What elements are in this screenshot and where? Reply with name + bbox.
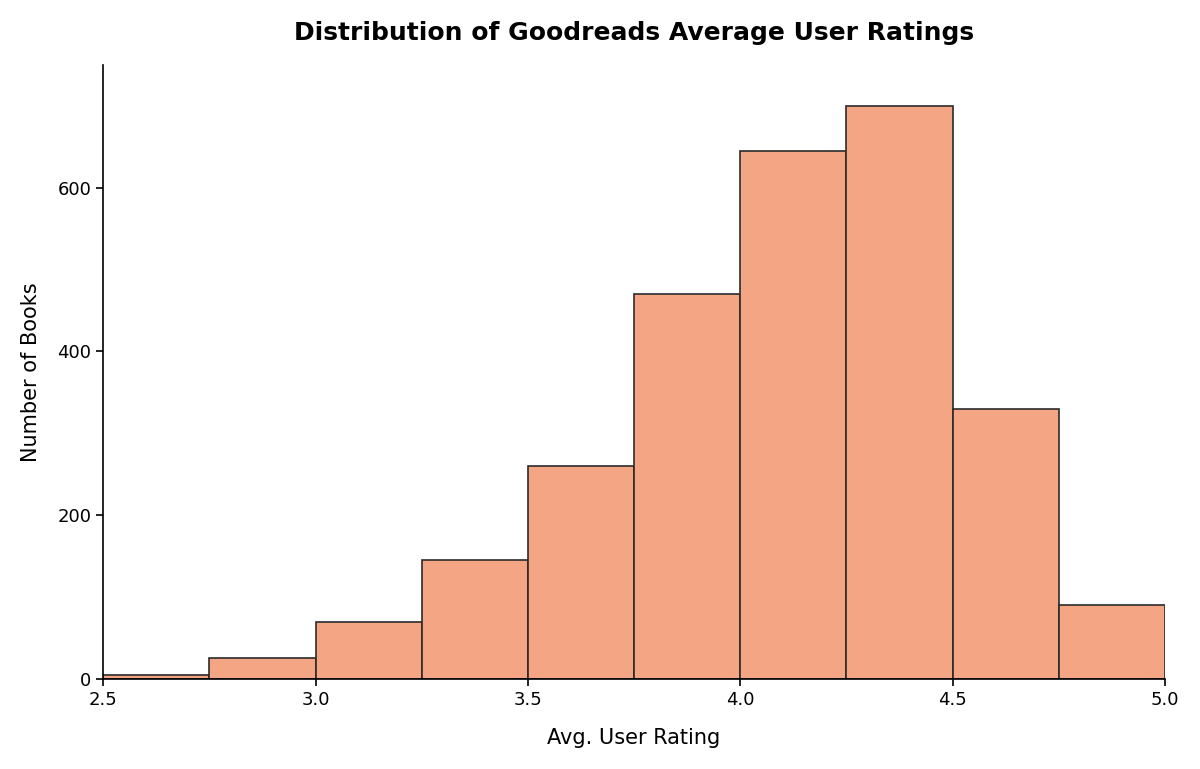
Bar bbox=[740, 151, 846, 679]
Bar bbox=[316, 621, 421, 679]
Bar bbox=[953, 408, 1058, 679]
X-axis label: Avg. User Rating: Avg. User Rating bbox=[547, 728, 721, 748]
Y-axis label: Number of Books: Number of Books bbox=[20, 282, 41, 461]
Bar bbox=[846, 106, 953, 679]
Bar bbox=[634, 294, 740, 679]
Bar bbox=[421, 560, 528, 679]
Bar bbox=[1058, 605, 1165, 679]
Bar bbox=[528, 466, 634, 679]
Bar bbox=[210, 658, 316, 679]
Bar bbox=[103, 675, 210, 679]
Title: Distribution of Goodreads Average User Ratings: Distribution of Goodreads Average User R… bbox=[294, 21, 974, 45]
